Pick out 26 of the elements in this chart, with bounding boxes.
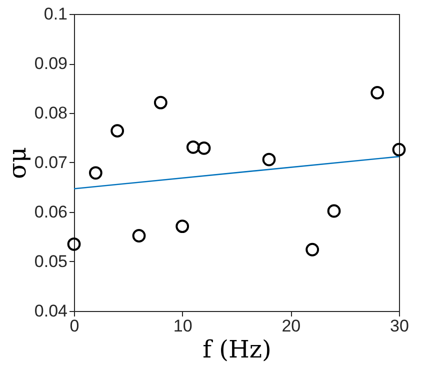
point — [176, 220, 190, 234]
x-tick-label: 30 — [390, 316, 409, 336]
point — [370, 86, 384, 100]
point — [186, 140, 200, 154]
x-axis-title: f (Hz) — [202, 336, 272, 364]
point — [392, 142, 406, 156]
y-tick-label: 0.05 — [34, 252, 68, 271]
point — [327, 204, 341, 218]
y-axis-title: σμ — [3, 147, 32, 179]
point — [67, 237, 81, 251]
x-tick-label: 20 — [282, 316, 301, 336]
point — [197, 141, 211, 155]
point — [262, 152, 276, 166]
point — [132, 229, 146, 242]
y-tick-label: 0.04 — [34, 302, 68, 320]
y-tick-label: 0.09 — [34, 54, 68, 73]
point — [306, 242, 320, 256]
y-tick-label: 0.07 — [34, 153, 68, 172]
x-tick-label: 0 — [70, 316, 80, 336]
x-tick-label: 10 — [173, 316, 192, 336]
y-tick-label: 0.08 — [34, 104, 68, 122]
y-tick-label: 0.1 — [44, 4, 68, 24]
point — [88, 166, 102, 180]
point — [110, 124, 124, 138]
y-tick-label: 0.06 — [34, 202, 68, 222]
point — [154, 96, 168, 110]
